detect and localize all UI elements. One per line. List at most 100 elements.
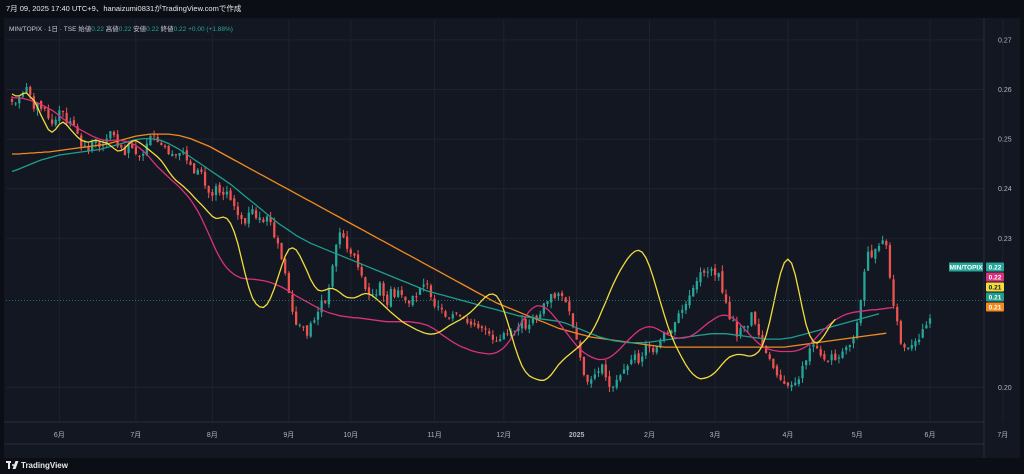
candle-body xyxy=(123,147,127,155)
x-tick-label: 7月 xyxy=(997,431,1008,439)
candle-body xyxy=(673,322,677,333)
candle-body xyxy=(284,259,287,274)
candle-body xyxy=(593,374,596,379)
candle-body xyxy=(794,382,797,386)
candle-body xyxy=(641,356,644,362)
candle-body xyxy=(305,325,309,336)
candle-body xyxy=(677,313,680,323)
x-tick-label: 8月 xyxy=(207,431,218,439)
candle-body xyxy=(280,243,283,260)
candle-body xyxy=(539,314,542,318)
candle-body xyxy=(469,321,473,325)
price-tag-value: 0.22 xyxy=(989,275,1002,282)
tradingview-brand: TradingView xyxy=(21,461,68,470)
candle-body xyxy=(21,93,25,97)
candle-body xyxy=(480,326,484,329)
candle-body xyxy=(160,142,163,146)
candle-body xyxy=(240,215,243,220)
candle-body xyxy=(484,328,487,330)
candle-body xyxy=(695,281,698,290)
candle-body xyxy=(72,120,76,126)
candle-body xyxy=(495,340,498,342)
candle-body xyxy=(684,303,688,311)
candle-body xyxy=(531,316,535,324)
candle-body xyxy=(254,210,258,219)
candle-body xyxy=(189,161,192,165)
candle-body xyxy=(914,341,917,347)
candle-body xyxy=(229,190,232,201)
candle-body xyxy=(768,354,771,359)
candle-body xyxy=(743,326,746,328)
price-chart[interactable]: 0.27 0.26 0.25 0.24 0.23 0.20 6月 7月 8月 9月 10月 11月 12… xyxy=(4,18,1020,458)
candle-body xyxy=(429,285,433,297)
candle-body xyxy=(819,349,822,356)
candle-body xyxy=(426,283,429,285)
candle-body xyxy=(546,301,549,304)
candle-body xyxy=(823,354,826,360)
price-tag-bg xyxy=(986,292,1004,302)
y-tick-label: 0.27 xyxy=(998,37,1012,44)
candle-body xyxy=(783,381,786,384)
candle-body xyxy=(375,294,378,296)
candle-body xyxy=(338,232,341,245)
tradingview-logo[interactable]: TradingView xyxy=(6,461,68,470)
candle-body xyxy=(451,314,454,319)
candle-body xyxy=(611,386,615,388)
candle-body xyxy=(196,169,199,175)
candle-body xyxy=(750,312,753,326)
candle-body xyxy=(389,288,392,307)
candle-body xyxy=(582,357,586,375)
symbol-tag-text: MIN/TOPIX xyxy=(949,265,983,272)
candle-body xyxy=(233,198,236,207)
candle-body xyxy=(764,345,768,354)
candle-body xyxy=(739,328,742,336)
candle-body xyxy=(644,344,647,356)
candle-body xyxy=(524,319,527,329)
legend-symbol[interactable]: MIN/TOPIX · 1日 · TSE xyxy=(9,26,77,33)
candle-body xyxy=(152,135,156,137)
candle-body xyxy=(167,145,170,154)
candle-body xyxy=(903,344,906,348)
chart-area[interactable]: 0.27 0.26 0.25 0.24 0.23 0.20 6月 7月 8月 9月 10月 11月 12… xyxy=(4,18,1020,458)
candle-body xyxy=(265,216,269,222)
candle-body xyxy=(717,273,720,278)
y-tick-label: 0.25 xyxy=(998,137,1012,144)
candle-body xyxy=(458,314,462,317)
candle-body xyxy=(899,321,902,344)
candle-body xyxy=(440,307,443,310)
legend-close-value: 0.22 xyxy=(173,26,187,33)
candle-body xyxy=(713,268,717,276)
y-tick-label: 0.26 xyxy=(998,87,1012,94)
candle-body xyxy=(885,241,888,246)
candle-body xyxy=(473,323,476,325)
candle-body xyxy=(112,131,116,136)
candle-body xyxy=(142,154,145,156)
candle-body xyxy=(269,217,272,222)
candle-body xyxy=(681,309,684,313)
candle-body xyxy=(881,240,884,245)
candle-body xyxy=(910,345,913,349)
candle-body xyxy=(648,346,651,348)
price-tag-value: 0.21 xyxy=(989,285,1002,292)
legend-change: +0.00 (+1.88%) xyxy=(188,26,233,33)
candle-body xyxy=(29,87,32,95)
candle-body xyxy=(171,154,174,156)
candle-body xyxy=(291,294,294,312)
price-tag-bg xyxy=(986,262,1004,272)
candle-body xyxy=(732,320,735,322)
candle-body xyxy=(331,265,334,287)
candle-body xyxy=(149,135,152,146)
tradingview-logo-icon xyxy=(6,461,19,469)
candle-body xyxy=(466,318,469,323)
price-tag-value: 0.21 xyxy=(989,295,1002,302)
candle-body xyxy=(786,382,790,386)
candle-body xyxy=(80,135,83,147)
candle-body xyxy=(797,379,800,385)
candle-body xyxy=(54,119,57,125)
candle-body xyxy=(83,145,86,147)
ma-line-ma-long1 xyxy=(11,137,880,344)
candle-body xyxy=(251,209,254,214)
candle-body xyxy=(477,323,480,328)
candle-body xyxy=(568,301,571,312)
candle-body xyxy=(564,297,567,303)
